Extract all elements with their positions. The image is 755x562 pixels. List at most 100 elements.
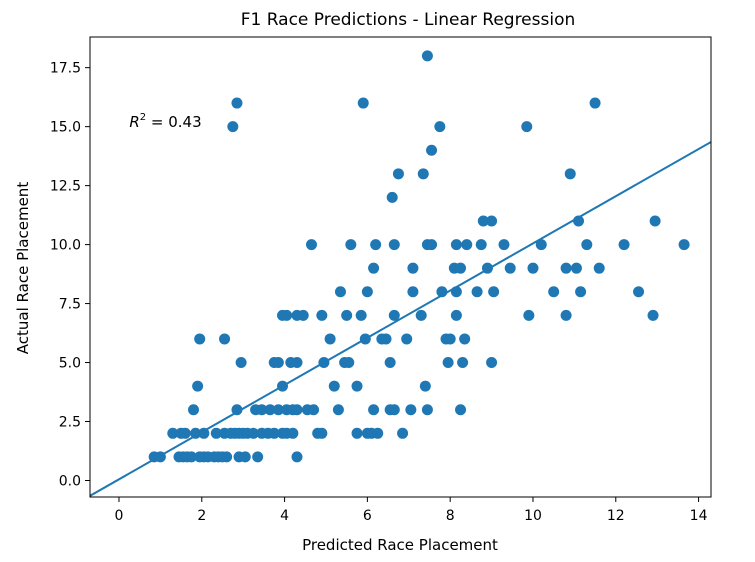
data-point	[388, 239, 400, 251]
x-tick-label: 8	[446, 508, 455, 524]
data-point	[475, 239, 487, 251]
data-point	[355, 309, 367, 321]
data-point	[343, 357, 355, 369]
data-point	[678, 239, 690, 251]
data-point	[450, 239, 462, 251]
data-point	[221, 451, 233, 463]
x-tick-label: 14	[690, 508, 708, 524]
data-point	[384, 357, 396, 369]
data-point	[361, 286, 373, 298]
data-point	[252, 451, 264, 463]
data-point	[581, 239, 593, 251]
data-point	[407, 262, 419, 274]
x-tick-label: 10	[524, 508, 542, 524]
data-point	[192, 380, 204, 392]
data-point	[239, 451, 251, 463]
data-point	[291, 451, 303, 463]
data-point	[535, 239, 547, 251]
data-point	[219, 333, 231, 345]
y-tick-label: 0.0	[59, 473, 81, 489]
data-point	[633, 286, 645, 298]
data-point	[194, 333, 206, 345]
data-point	[185, 451, 197, 463]
data-point	[459, 333, 471, 345]
y-axis: 0.0 2.5 5.0 7.5 10.0 12.5 15.0 17.5	[50, 61, 90, 489]
data-point	[618, 239, 630, 251]
data-point	[461, 239, 473, 251]
data-point	[351, 427, 363, 439]
x-tick-label: 6	[363, 508, 372, 524]
data-point	[188, 404, 199, 416]
data-point	[351, 380, 363, 392]
data-point	[570, 262, 582, 274]
data-point	[231, 97, 243, 109]
data-point	[190, 427, 202, 439]
data-point	[345, 239, 357, 251]
data-point	[316, 309, 328, 321]
data-point	[388, 404, 400, 416]
data-point	[397, 427, 409, 439]
data-point	[235, 357, 247, 369]
data-point	[477, 215, 489, 227]
data-point	[405, 404, 417, 416]
data-point	[370, 239, 382, 251]
data-point	[486, 215, 498, 227]
chart-title: F1 Race Predictions - Linear Regression	[241, 10, 576, 30]
data-point	[560, 262, 572, 274]
y-tick-label: 12.5	[50, 179, 81, 195]
y-tick-label: 7.5	[59, 297, 81, 313]
y-tick-label: 2.5	[59, 415, 81, 431]
data-point	[401, 333, 413, 345]
data-point	[523, 309, 535, 321]
data-point	[421, 404, 433, 416]
data-point	[434, 121, 446, 133]
y-axis-label: Actual Race Placement	[14, 182, 32, 355]
r-squared-value: = 0.43	[146, 113, 202, 131]
data-point	[334, 286, 346, 298]
data-point	[268, 427, 280, 439]
data-point	[264, 404, 276, 416]
data-point	[291, 357, 303, 369]
data-point	[198, 427, 210, 439]
data-point	[305, 239, 317, 251]
data-point	[324, 333, 336, 345]
data-point	[457, 357, 469, 369]
data-point	[527, 262, 539, 274]
data-point	[291, 404, 303, 416]
x-tick-label: 0	[115, 508, 124, 524]
data-point	[455, 262, 467, 274]
r-squared-annotation: R2 = 0.43	[129, 112, 201, 131]
data-point	[426, 144, 438, 156]
data-point	[272, 357, 284, 369]
data-point	[210, 427, 222, 439]
data-point	[486, 357, 498, 369]
x-axis-label: Predicted Race Placement	[302, 536, 498, 554]
data-point	[392, 168, 404, 180]
r-squared-symbol: R	[129, 113, 139, 131]
x-tick-label: 2	[197, 508, 206, 524]
data-point	[417, 168, 429, 180]
data-point	[332, 404, 344, 416]
y-tick-label: 17.5	[50, 61, 81, 77]
data-point	[372, 427, 384, 439]
data-point	[231, 404, 243, 416]
data-point	[407, 286, 419, 298]
data-point	[426, 239, 438, 251]
data-point	[415, 309, 427, 321]
data-point	[504, 262, 516, 274]
data-point	[488, 286, 500, 298]
data-point	[357, 97, 369, 109]
data-point	[308, 404, 320, 416]
data-point	[287, 427, 299, 439]
data-point	[368, 262, 380, 274]
data-point	[455, 404, 467, 416]
data-point	[471, 286, 483, 298]
data-point	[575, 286, 587, 298]
data-point	[649, 215, 661, 227]
data-point	[450, 309, 462, 321]
x-tick-label: 4	[280, 508, 289, 524]
data-point	[386, 191, 398, 203]
data-point	[421, 50, 433, 62]
data-point	[593, 262, 605, 274]
